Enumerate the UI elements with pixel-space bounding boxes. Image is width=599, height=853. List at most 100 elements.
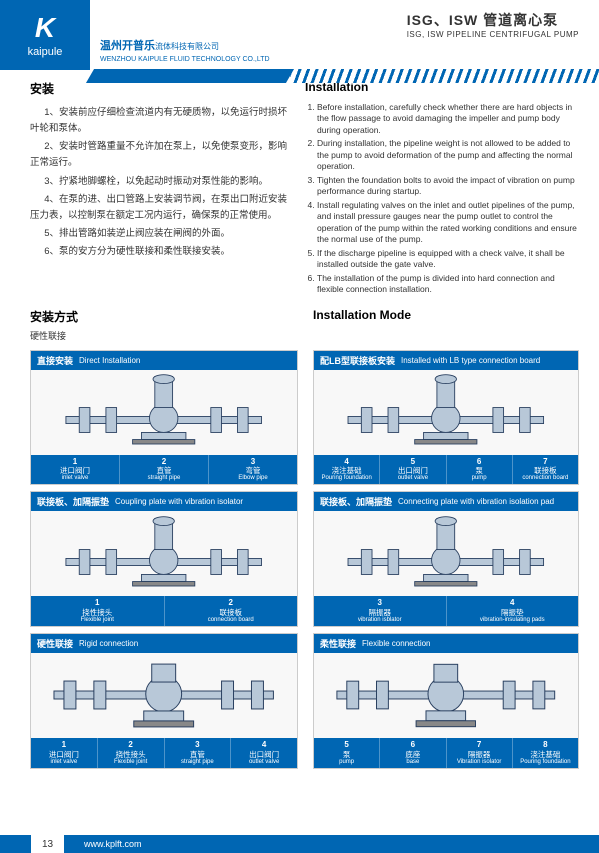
cell-label-cn: 挠性接头 (100, 750, 162, 759)
diagram-footer-cell: 4隔振垫vibration-insulating pads (447, 596, 579, 626)
install-item-cn: 3、拧紧地脚螺栓，以免起动时振动对泵性能的影响。 (30, 174, 290, 190)
install-item-en: Before installation, carefully check whe… (317, 102, 579, 136)
diagram-label: 柔性联接 Flexible connection (314, 634, 578, 653)
diagram-footer: 1进口阀门inlet valve2挠性接头Flexible joint3直管st… (31, 738, 297, 768)
page-number: 13 (28, 835, 64, 853)
cell-number: 5 (316, 740, 377, 750)
cell-label-cn: 浇注基础 (515, 750, 576, 759)
diagram-footer-cell: 2挠性接头Flexible joint (98, 738, 165, 768)
cell-number: 6 (382, 740, 443, 750)
diagram-footer: 5泵pump6底座base7隔振器Vibration isolator8浇注基础… (314, 738, 578, 768)
install-list-en: Before installation, carefully check whe… (305, 102, 579, 296)
diagram-label-en: Installed with LB type connection board (401, 356, 540, 365)
diagram-row: 硬性联接Rigid connection 1进口阀门inlet valve2挠性… (30, 633, 579, 769)
cell-number: 1 (33, 740, 95, 750)
cell-label-cn: 直管 (167, 750, 229, 759)
cell-label-en: outlet valve (233, 759, 295, 766)
cell-label-en: inlet valve (33, 759, 95, 766)
diagram-label-en: Direct Installation (79, 356, 140, 365)
cell-label-en: vibration isblator (316, 617, 444, 624)
install-item-cn: 4、在泵的进、出口管路上安装调节阀，在泵出口附近安装压力表，以控制泵在额定工况内… (30, 192, 290, 224)
cell-label-cn: 联接板 (167, 608, 296, 617)
diagram-label: 联接板、加隔振垫Coupling plate with vibration is… (31, 492, 297, 511)
cell-label-en: Flexible joint (33, 617, 162, 624)
cell-number: 6 (449, 457, 510, 467)
diagram-footer-cell: 1进口阀门inlet valve (31, 738, 98, 768)
diagram-footer-cell: 6泵pump (447, 455, 513, 485)
page-footer: 13 www.kplft.com (0, 835, 599, 853)
cell-label-en: inlet valve (33, 475, 117, 482)
cell-number: 4 (449, 598, 577, 608)
install-item-en: During installation, the pipeline weight… (317, 138, 579, 172)
cell-label-en: Pouring foundation (316, 475, 377, 482)
cell-label-en: Vibration isolator (449, 759, 510, 766)
cell-number: 1 (33, 457, 117, 467)
diagram-label-cn: 配LB型联接板安装 (320, 354, 395, 367)
diagram-box: 配LB型联接板安装 Installed with LB type connecti… (313, 350, 579, 486)
mode-title-cn: 安装方式 (30, 308, 298, 325)
footer-url: www.kplft.com (84, 839, 142, 849)
diagram-footer-cell: 5出口阀门outlet valve (380, 455, 446, 485)
diagram-footer-cell: 7隔振器Vibration isolator (447, 738, 513, 768)
cell-label-en: pump (316, 759, 377, 766)
cell-number: 3 (211, 457, 295, 467)
install-item-cn: 5、排出管路如装逆止阀应装在闸阀的外面。 (30, 226, 290, 242)
cell-number: 8 (515, 740, 576, 750)
cell-number: 5 (382, 457, 443, 467)
cell-label-cn: 出口阀门 (382, 466, 443, 475)
cell-label-cn: 泵 (316, 750, 377, 759)
cell-label-en: Pouring foundation (515, 759, 576, 766)
cell-label-cn: 泵 (449, 466, 510, 475)
diagram-box: 柔性联接 Flexible connection 5泵pump6底座base7隔振… (313, 633, 579, 769)
cell-number: 3 (316, 598, 444, 608)
diagram-footer-cell: 4浇注基础Pouring foundation (314, 455, 380, 485)
cell-label-en: straight pipe (167, 759, 229, 766)
install-item-en: Install regulating valves on the inlet a… (317, 200, 579, 246)
diagram-label-en: Flexible connection (362, 639, 430, 648)
pump-diagram-icon (314, 653, 578, 738)
cell-label-cn: 挠性接头 (33, 608, 162, 617)
cell-label-cn: 底座 (382, 750, 443, 759)
cell-label-en: Elbow pipe (211, 475, 295, 482)
cell-label-cn: 出口阀门 (233, 750, 295, 759)
cell-number: 7 (515, 457, 576, 467)
diagram-label-cn: 硬性联接 (37, 637, 73, 650)
installation-text: 安装 1、安装前应仔细检查流道内有无硬质物，以免运行时损坏叶轮和泵体。2、安装时… (0, 70, 599, 303)
cell-label-en: connection board (167, 617, 296, 624)
pump-diagram-icon (31, 511, 297, 596)
diagram-footer-cell: 3隔振器vibration isblator (314, 596, 447, 626)
diagram-label-cn: 柔性联接 (320, 637, 356, 650)
diagram-box: 联接板、加隔振垫Connecting plate with vibration … (313, 491, 579, 627)
install-item-cn: 1、安装前应仔细检查流道内有无硬质物，以免运行时损坏叶轮和泵体。 (30, 105, 290, 137)
diagram-footer-cell: 6底座base (380, 738, 446, 768)
mode-title-en: Installation Mode (313, 308, 579, 322)
cell-label-cn: 联接板 (515, 466, 576, 475)
cell-number: 4 (316, 457, 377, 467)
logo-section: K kaipule (0, 0, 90, 70)
cell-label-cn: 隔振器 (449, 750, 510, 759)
cell-label-en: connection board (515, 475, 576, 482)
diagram-footer-cell: 4出口阀门outlet valve (231, 738, 297, 768)
diagram-footer: 1进口阀门inlet valve2直管straight pipe3弯管Elbow… (31, 455, 297, 485)
cell-label-cn: 隔振器 (316, 608, 444, 617)
diagram-label: 联接板、加隔振垫Connecting plate with vibration … (314, 492, 578, 511)
diagram-footer-cell: 2直管straight pipe (120, 455, 209, 485)
cell-label-en: vibration-insulating pads (449, 617, 577, 624)
cell-number: 1 (33, 598, 162, 608)
diagram-label: 配LB型联接板安装 Installed with LB type connecti… (314, 351, 578, 370)
cell-label-cn: 直管 (122, 466, 206, 475)
cell-label-cn: 隔振垫 (449, 608, 577, 617)
cell-number: 2 (100, 740, 162, 750)
diagram-row: 直接安装Direct Installation 1进口阀门inlet valve… (30, 350, 579, 486)
diagram-footer: 1挠性接头Flexible joint2联接板connection board (31, 596, 297, 626)
cell-label-cn: 弯管 (211, 466, 295, 475)
installation-mode-section: 安装方式 硬性联接 Installation Mode 直接安装Direct I… (0, 303, 599, 769)
install-item-en: Tighten the foundation bolts to avoid th… (317, 175, 579, 198)
pump-diagram-icon (31, 653, 297, 738)
diagram-label-cn: 联接板、加隔振垫 (37, 495, 109, 508)
diagram-footer-cell: 8浇注基础Pouring foundation (513, 738, 578, 768)
header-title: ISG、ISW 管道离心泵 ISG, ISW PIPELINE CENTRIFU… (407, 10, 579, 39)
pump-diagram-icon (314, 370, 578, 455)
diagram-row: 联接板、加隔振垫Coupling plate with vibration is… (30, 491, 579, 627)
diagram-footer-cell: 5泵pump (314, 738, 380, 768)
